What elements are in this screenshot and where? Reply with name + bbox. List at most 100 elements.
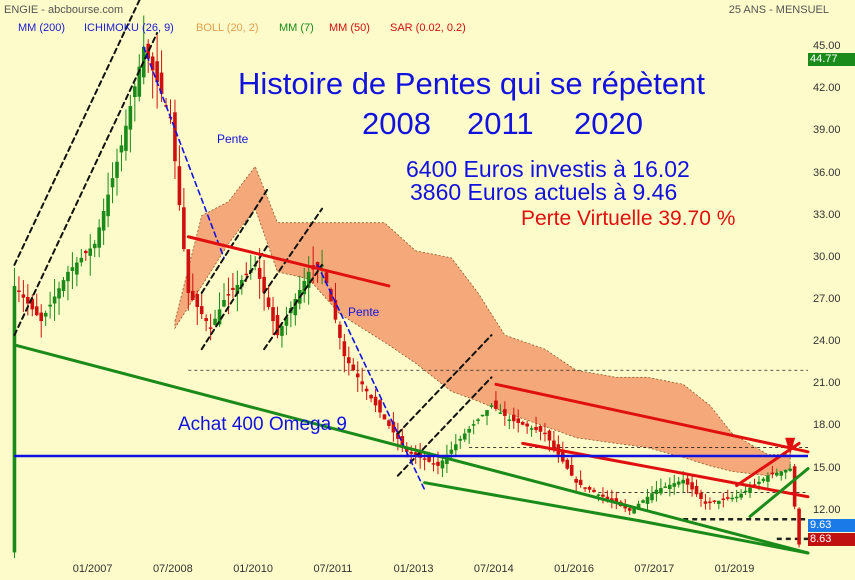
candle-body (280, 326, 284, 336)
candle-body (507, 419, 512, 421)
channel-1-lower (13, 31, 159, 337)
candle-body (61, 280, 66, 291)
candle-body (627, 508, 632, 511)
candle-body (538, 425, 543, 432)
candle-body (739, 493, 743, 498)
candle-body (592, 489, 596, 493)
candle-body (534, 426, 538, 430)
candle-body (788, 468, 792, 471)
candle-body (601, 494, 605, 497)
candle-body (440, 460, 445, 469)
candle-body (106, 194, 110, 217)
y-tick-label: 30.00 (813, 250, 841, 263)
y-tick-label: 27.00 (813, 293, 841, 305)
x-tick-label: 01/2016 (554, 563, 594, 575)
candle-body (173, 112, 177, 162)
candle-body (400, 436, 405, 446)
candle-body (699, 492, 703, 500)
candle-body (454, 444, 458, 451)
candle-body (543, 432, 547, 435)
source-label: ENGIE - abcbourse.com (4, 4, 124, 16)
x-tick-label: 01/2013 (393, 563, 434, 575)
candle-body (413, 452, 418, 456)
candle-body (119, 145, 124, 153)
candle-body (632, 507, 636, 514)
chart-title-line1: Histoire de Pentes qui se répètent (238, 66, 705, 101)
candle-body (761, 478, 766, 482)
candle-body (480, 414, 485, 417)
candle-body (529, 428, 534, 430)
indicator-sar[interactable]: SAR (0.02, 0.2) (390, 22, 466, 34)
candle-body (222, 300, 226, 307)
indicator-boll[interactable]: BOLL (20, 2) (196, 22, 259, 34)
candle-body (774, 472, 779, 476)
candle-body (115, 161, 119, 178)
candle-body (730, 497, 735, 500)
y-tick-label: 15.00 (813, 461, 841, 474)
channel-1-upper (13, 0, 141, 266)
x-tick-label: 07/2011 (313, 563, 353, 575)
candle-body (471, 424, 476, 426)
y-tick-label: 18.00 (813, 419, 841, 432)
candle-body (355, 373, 360, 378)
candle-body (766, 475, 770, 482)
candle-body (204, 318, 208, 322)
candle-body (110, 178, 115, 188)
trend-line-support-3 (637, 519, 810, 555)
candle-body (743, 490, 748, 493)
price-tag-low: 8.63 (808, 533, 855, 546)
candle-body (124, 125, 128, 151)
candle-body (150, 56, 155, 71)
y-tick-label: 12.00 (813, 503, 841, 516)
trend-line-support-2 (423, 481, 641, 523)
candle-body (783, 470, 788, 473)
candle-body (676, 481, 681, 485)
candle-body (262, 276, 266, 293)
candle-body (177, 166, 182, 206)
candle-body (34, 306, 39, 316)
channel-3-lower (263, 263, 324, 351)
candle-body (520, 421, 525, 425)
channel-2-upper (200, 186, 270, 294)
candle-body (467, 428, 471, 433)
x-tick-label: 07/2008 (152, 563, 193, 575)
candle-body (685, 478, 690, 485)
invest-line1: 6400 Euros investis à 16.02 (406, 156, 690, 182)
indicator-ichimoku[interactable]: ICHIMOKU (26, 9) (84, 22, 174, 34)
indicator-mm50[interactable]: MM (50) (329, 22, 370, 34)
trend-line-resistance-4 (186, 235, 391, 288)
candle-body (409, 451, 414, 454)
candle-body (17, 290, 21, 292)
indicator-mm200[interactable]: MM (200) (18, 22, 66, 34)
candle-body (26, 297, 30, 304)
slope-line-1 (142, 46, 225, 259)
sar-marker-icon (785, 437, 796, 455)
candle-body (88, 248, 93, 256)
candle-body (449, 449, 454, 454)
candle-body (552, 440, 556, 448)
candle-body (489, 405, 494, 407)
candle-body (101, 210, 106, 231)
candle-body (427, 455, 431, 462)
y-tick-label: 36.00 (813, 166, 841, 179)
year-2020: 2020 (574, 106, 643, 141)
candle-body (721, 498, 726, 501)
candle-body (217, 309, 222, 325)
year-2008: 2008 (362, 106, 431, 141)
candle-body (70, 267, 75, 271)
candle-body (703, 501, 708, 504)
candle-body (565, 459, 570, 469)
candle-body (667, 484, 672, 489)
candle-body (752, 484, 757, 486)
candle-body (347, 357, 351, 364)
candle-body (369, 395, 373, 399)
candle-body (244, 273, 249, 276)
candle-body (137, 66, 142, 97)
candle-body (39, 312, 44, 322)
indicator-mm7[interactable]: MM (7) (279, 22, 314, 34)
channel-4-upper (396, 334, 493, 435)
candle-body (75, 262, 79, 275)
candle-body (516, 418, 521, 423)
trend-line-resistance-6 (521, 441, 810, 499)
candle-body (275, 314, 280, 336)
